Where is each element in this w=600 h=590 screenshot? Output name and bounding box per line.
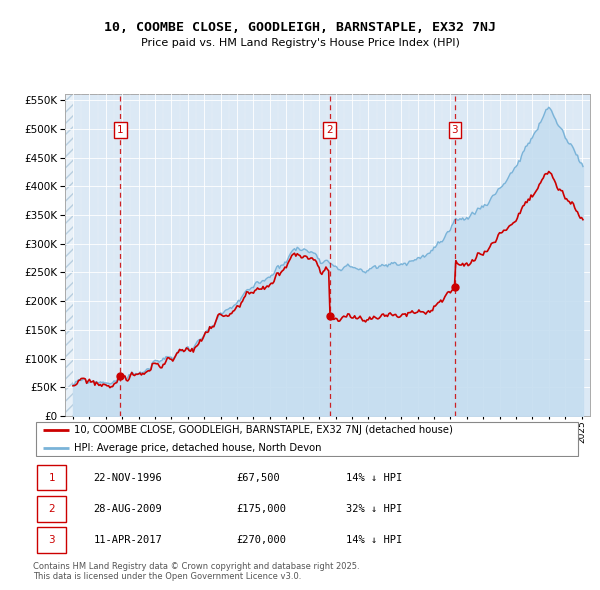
Text: 14% ↓ HPI: 14% ↓ HPI [346, 473, 402, 483]
Text: £175,000: £175,000 [236, 504, 286, 514]
Text: 1: 1 [117, 124, 124, 135]
Text: 14% ↓ HPI: 14% ↓ HPI [346, 535, 402, 545]
Text: 10, COOMBE CLOSE, GOODLEIGH, BARNSTAPLE, EX32 7NJ (detached house): 10, COOMBE CLOSE, GOODLEIGH, BARNSTAPLE,… [74, 425, 453, 435]
Text: 1: 1 [49, 473, 55, 483]
Text: 28-AUG-2009: 28-AUG-2009 [94, 504, 162, 514]
Text: 32% ↓ HPI: 32% ↓ HPI [346, 504, 402, 514]
FancyBboxPatch shape [37, 496, 66, 522]
Text: 3: 3 [49, 535, 55, 545]
Text: 11-APR-2017: 11-APR-2017 [94, 535, 162, 545]
FancyBboxPatch shape [37, 465, 66, 490]
Text: 22-NOV-1996: 22-NOV-1996 [94, 473, 162, 483]
Text: Contains HM Land Registry data © Crown copyright and database right 2025.: Contains HM Land Registry data © Crown c… [33, 562, 359, 571]
Text: £67,500: £67,500 [236, 473, 280, 483]
Text: HPI: Average price, detached house, North Devon: HPI: Average price, detached house, Nort… [74, 442, 322, 453]
FancyBboxPatch shape [37, 527, 66, 553]
FancyBboxPatch shape [36, 422, 578, 456]
Text: 10, COOMBE CLOSE, GOODLEIGH, BARNSTAPLE, EX32 7NJ: 10, COOMBE CLOSE, GOODLEIGH, BARNSTAPLE,… [104, 21, 496, 34]
Text: 2: 2 [326, 124, 333, 135]
Text: 2: 2 [49, 504, 55, 514]
Text: Price paid vs. HM Land Registry's House Price Index (HPI): Price paid vs. HM Land Registry's House … [140, 38, 460, 48]
Text: This data is licensed under the Open Government Licence v3.0.: This data is licensed under the Open Gov… [33, 572, 301, 581]
Text: £270,000: £270,000 [236, 535, 286, 545]
Text: 3: 3 [452, 124, 458, 135]
